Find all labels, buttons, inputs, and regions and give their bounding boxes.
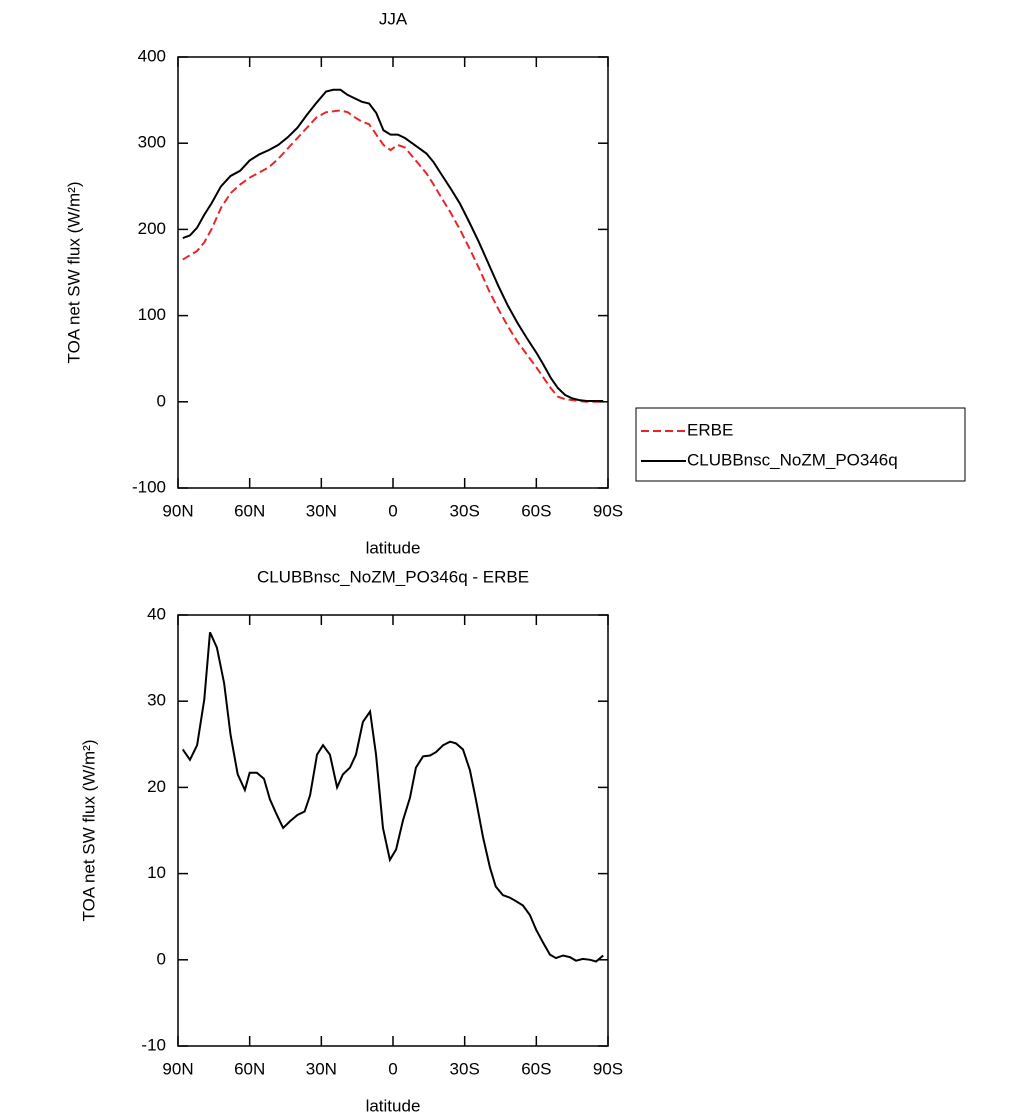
y-tick-label: 0: [157, 949, 166, 968]
y-tick-label: 300: [138, 133, 166, 152]
data-line: [182, 88, 604, 402]
plot-frame: [177, 614, 609, 1047]
x-tick-label: 90S: [593, 1059, 623, 1078]
y-tick-label: 200: [138, 219, 166, 238]
chart-title: CLUBBnsc_NoZM_PO346q - ERBE: [257, 567, 529, 586]
x-tick-label: 90S: [593, 501, 623, 520]
legend-label: ERBE: [687, 420, 733, 439]
x-tick-label: 90N: [162, 1059, 193, 1078]
x-tick-label: 30N: [306, 501, 337, 520]
x-tick-label: 60N: [234, 501, 265, 520]
x-tick-label: 60S: [521, 501, 551, 520]
y-tick-label: 20: [147, 777, 166, 796]
legend-label: CLUBBnsc_NoZM_PO346q: [687, 450, 898, 469]
x-axis-label: latitude: [366, 538, 421, 557]
y-tick-label: 10: [147, 863, 166, 882]
y-tick-label: -10: [141, 1035, 166, 1054]
data-line: [182, 109, 604, 403]
data-line: [181, 631, 604, 963]
x-axis-label: latitude: [366, 1096, 421, 1115]
chart-title: JJA: [379, 9, 408, 28]
y-tick-label: 100: [138, 305, 166, 324]
y-tick-label: -100: [132, 477, 166, 496]
x-tick-label: 30S: [450, 501, 480, 520]
y-axis-label: TOA net SW flux (W/m²): [64, 182, 83, 364]
y-tick-label: 40: [147, 604, 166, 623]
y-tick-label: 30: [147, 691, 166, 710]
x-tick-label: 60S: [521, 1059, 551, 1078]
x-tick-label: 0: [388, 501, 397, 520]
x-tick-label: 30N: [306, 1059, 337, 1078]
x-tick-label: 0: [388, 1059, 397, 1078]
legend-box: [635, 407, 966, 482]
plot-frame: [177, 56, 609, 489]
y-axis-label: TOA net SW flux (W/m²): [79, 740, 98, 922]
x-tick-label: 60N: [234, 1059, 265, 1078]
y-tick-label: 400: [138, 46, 166, 65]
x-tick-label: 90N: [162, 501, 193, 520]
x-tick-label: 30S: [450, 1059, 480, 1078]
y-tick-label: 0: [157, 391, 166, 410]
